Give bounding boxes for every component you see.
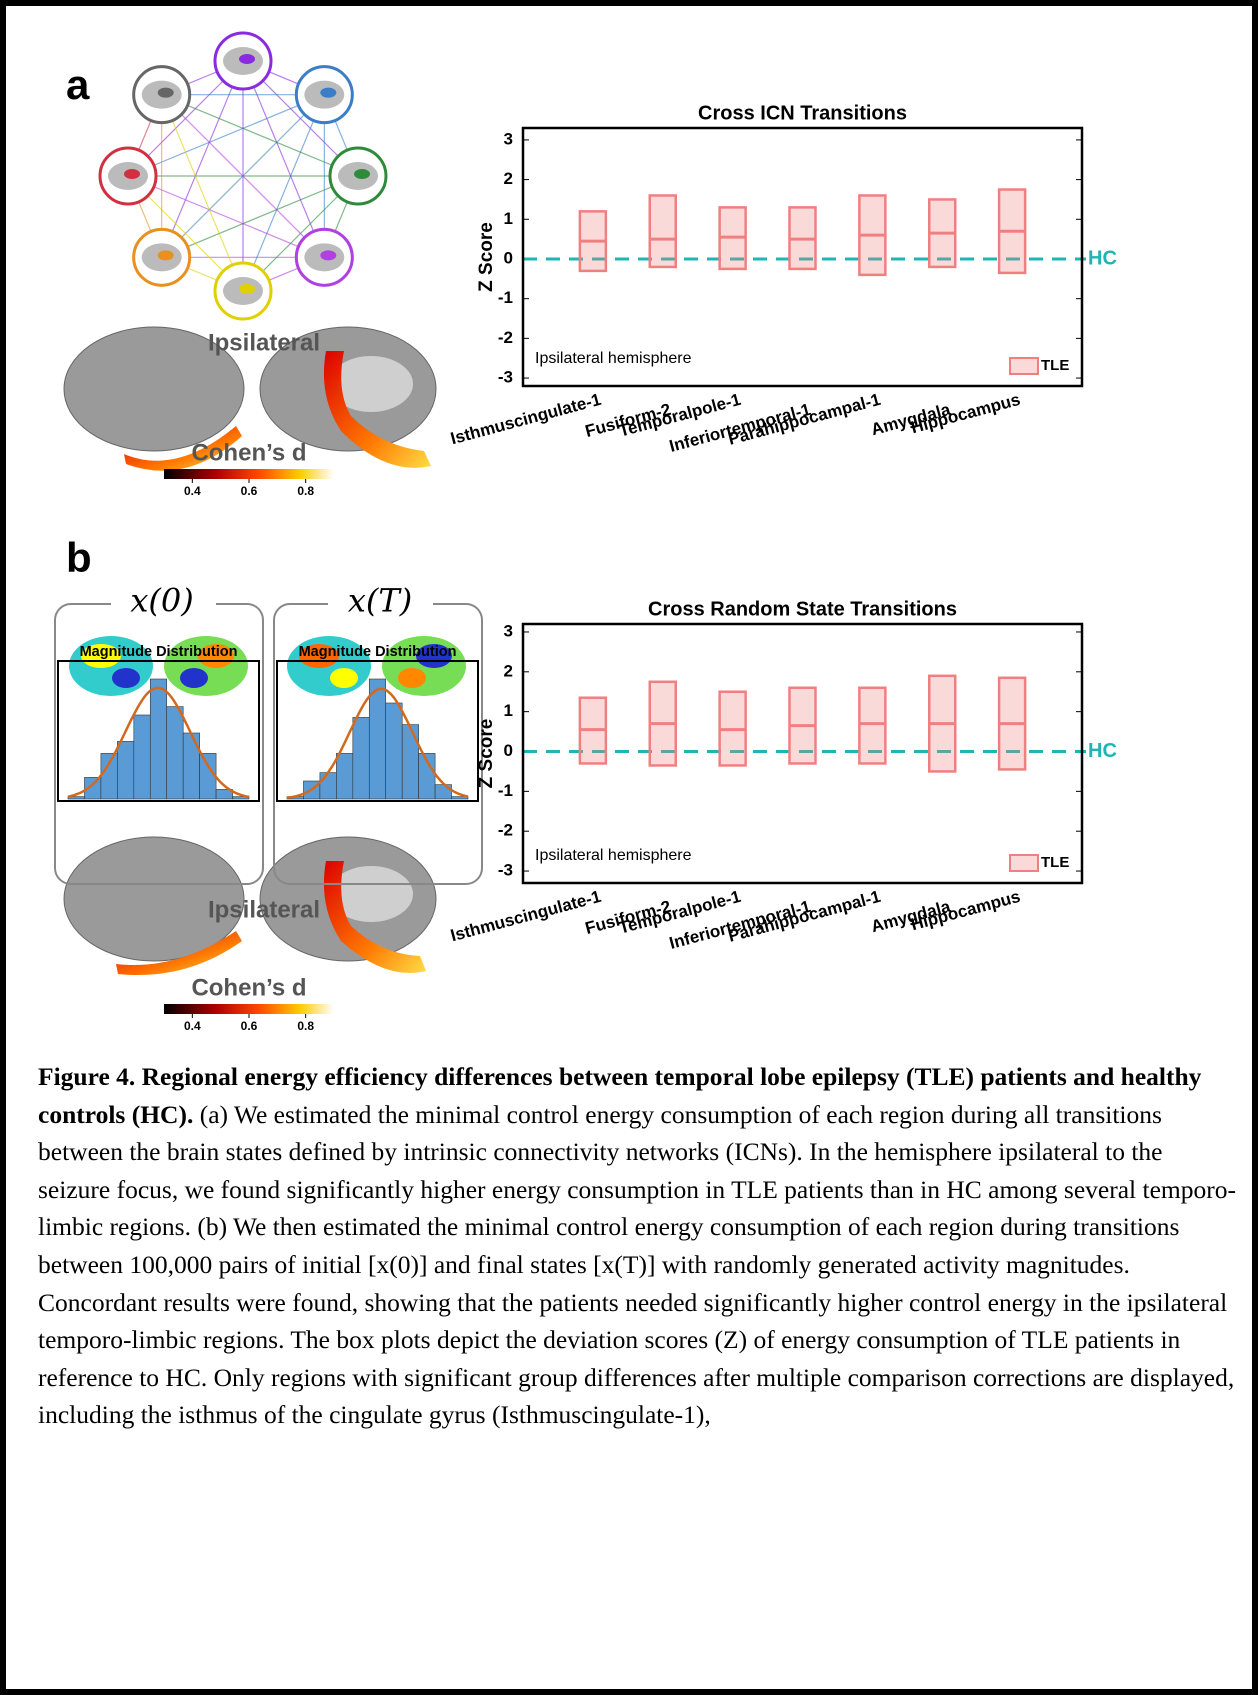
- network-region: [239, 284, 255, 294]
- histogram-bar: [150, 679, 166, 799]
- histogram-bar: [369, 679, 385, 799]
- caption: Figure 4. Regional energy efficiency dif…: [38, 1058, 1238, 1434]
- colorbar-title: Cohen’s d: [191, 974, 306, 1001]
- x-tick-label: Isthmuscingulate-1: [449, 887, 604, 945]
- network-region: [124, 169, 140, 179]
- histogram-bar: [183, 733, 199, 799]
- panel-label: b: [66, 534, 92, 581]
- network-region: [354, 169, 370, 179]
- caption-body: (a) We estimated the minimal control ene…: [38, 1100, 1236, 1430]
- brain-title: Ipsilateral: [208, 896, 320, 923]
- colorbar-tick-label: 0.8: [297, 1019, 314, 1033]
- brain-title: Ipsilateral: [208, 329, 320, 356]
- histogram-bar: [167, 707, 183, 799]
- colorbar-tick-label: 0.8: [297, 484, 314, 498]
- y-tick-label: -3: [498, 861, 513, 880]
- histogram-bar: [101, 753, 117, 799]
- legend-label: TLE: [1041, 854, 1069, 871]
- annotation: Ipsilateral hemisphere: [535, 350, 692, 367]
- colorbar-title: Cohen’s d: [191, 439, 306, 466]
- annotation: Ipsilateral hemisphere: [535, 847, 692, 864]
- legend-swatch: [1010, 855, 1038, 871]
- y-tick-label: 2: [504, 169, 513, 188]
- panel-label: a: [66, 61, 90, 108]
- legend-label: TLE: [1041, 357, 1069, 374]
- x-tick-label: Hippocampus: [909, 390, 1022, 437]
- y-tick-label: 3: [504, 129, 513, 148]
- y-tick-label: -1: [498, 288, 513, 307]
- figure: a b Ipsilateral Ipsilateral x(0) x(T) Co…: [6, 6, 1252, 1046]
- colorbar-tick-label: 0.6: [241, 1019, 258, 1033]
- histogram-bar: [435, 785, 451, 799]
- y-tick-label: 2: [504, 661, 513, 680]
- colorbar-tick-label: 0.4: [184, 484, 201, 498]
- y-tick-label: -1: [498, 781, 513, 800]
- histogram-bar: [336, 753, 352, 799]
- chart-title: Cross Random State Transitions: [648, 598, 957, 620]
- network-region: [320, 88, 336, 98]
- box: [859, 688, 885, 764]
- histogram-bar: [117, 741, 133, 799]
- x-tick-label: Hippocampus: [909, 887, 1022, 934]
- histogram-bar: [386, 703, 402, 799]
- y-axis-label: Z Score: [476, 222, 497, 292]
- y-tick-label: 0: [504, 741, 513, 760]
- histogram-title: Magnitude Distribution: [299, 644, 457, 660]
- histogram-bar: [200, 753, 216, 799]
- network-region: [239, 54, 255, 64]
- y-tick-label: 0: [504, 248, 513, 267]
- network-region: [158, 88, 174, 98]
- network-region: [158, 250, 174, 260]
- network-region: [320, 250, 336, 260]
- histogram-bar: [320, 773, 336, 799]
- reference-label: HC: [1088, 247, 1117, 269]
- state-label: x(0): [130, 582, 193, 620]
- y-axis-label: Z Score: [476, 719, 497, 789]
- histogram-bar: [134, 715, 150, 799]
- box: [650, 195, 676, 266]
- chart-title: Cross ICN Transitions: [698, 102, 907, 124]
- y-tick-label: 3: [504, 621, 513, 640]
- page: a b Ipsilateral Ipsilateral x(0) x(T) Co…: [0, 0, 1258, 1695]
- histogram-title: Magnitude Distribution: [80, 644, 238, 660]
- legend-swatch: [1010, 358, 1038, 374]
- state-label: x(T): [348, 582, 412, 620]
- reference-label: HC: [1088, 740, 1117, 762]
- y-tick-label: -2: [498, 821, 513, 840]
- colorbar: [164, 469, 334, 479]
- x-tick-label: Isthmuscingulate-1: [449, 390, 604, 448]
- histogram-bar: [402, 725, 418, 799]
- y-tick-label: 1: [504, 209, 513, 228]
- histogram-bar: [353, 717, 369, 799]
- network-diagram: [100, 33, 386, 319]
- y-tick-label: -3: [498, 368, 513, 387]
- colorbar: [164, 1004, 334, 1014]
- y-tick-label: 1: [504, 701, 513, 720]
- y-tick-label: -2: [498, 328, 513, 347]
- colorbar-tick-label: 0.6: [241, 484, 258, 498]
- colorbar-tick-label: 0.4: [184, 1019, 201, 1033]
